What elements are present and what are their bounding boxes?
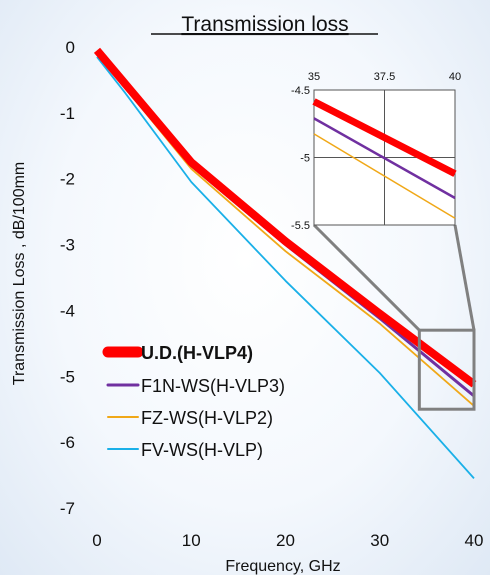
y-tick-label: -6 [60,433,75,452]
zoom-connector-left [312,223,421,332]
y-tick-label: -1 [60,104,75,123]
chart-title: Transmission loss [181,13,348,36]
inset-y-tick-label: -5.5 [291,220,310,232]
x-tick-label: 0 [92,531,101,550]
y-tick-label: -7 [60,499,75,518]
inset-x-tick-label: 40 [449,71,461,83]
legend-label-1: F1N-WS(H-VLP3) [141,376,285,396]
legend-label-2: FZ-WS(H-VLP2) [141,408,273,428]
x-axis-label: Frequency, GHz [225,558,340,575]
x-tick-label: 10 [182,531,201,550]
x-tick-label: 30 [370,531,389,550]
x-tick-label: 40 [465,531,484,550]
y-tick-label: -4 [60,301,75,320]
zoom-connector-right [453,224,476,331]
series-line-3 [96,56,475,479]
inset-series-line-1 [313,117,456,200]
y-tick-label: -5 [60,367,75,386]
y-tick-label: 0 [66,38,75,57]
inset-x-tick-label: 37.5 [374,71,395,83]
legend-label-0: U.D.(H-VLP4) [141,343,253,363]
inset-y-tick-label: -4.5 [291,85,310,97]
inset-y-tick-label: -5 [300,153,310,165]
y-tick-label: -3 [60,236,75,255]
inset-series-line-2 [313,133,456,219]
inset-x-tick-label: 35 [308,71,320,83]
zoom-box [417,328,476,411]
y-axis-label: Transmission Loss , dB/100mm [11,162,28,385]
y-tick-label: -2 [60,170,75,189]
x-tick-label: 20 [276,531,295,550]
series-line-0 [93,47,477,388]
inset-series-line-0 [312,98,457,177]
legend-label-3: FV-WS(H-VLP) [141,440,263,460]
